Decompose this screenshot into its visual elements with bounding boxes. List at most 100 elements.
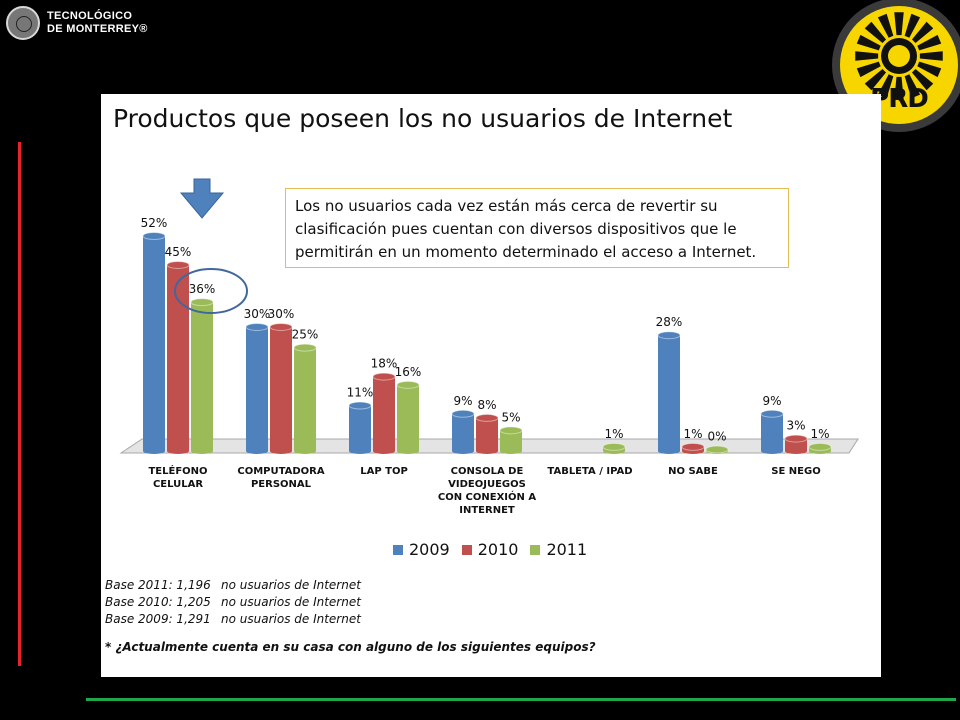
bar-top: [451, 409, 475, 418]
bar-top: [245, 322, 269, 331]
category-label: TELÉFONO CELULAR: [148, 466, 208, 490]
sun-ray: [919, 51, 943, 61]
bar-base: [397, 448, 419, 454]
bar: [761, 413, 783, 451]
institution-name-line1: TECNOLÓGICO: [47, 10, 133, 22]
bar-base: [143, 448, 165, 454]
institution-brand: TECNOLÓGICO DE MONTERREY®: [6, 6, 148, 40]
bar-top: [142, 232, 166, 240]
survey-question: * ¿Actualmente cuenta en su casa con alg…: [105, 640, 596, 654]
sun-ray: [864, 21, 887, 44]
base-row: Base 2010: 1,205 no usuarios de Internet: [105, 594, 361, 611]
bar: [349, 405, 371, 451]
bar-top: [499, 426, 523, 435]
bar-base: [658, 448, 680, 454]
bar-top: [396, 380, 420, 389]
bar-top: [269, 322, 293, 331]
data-label: 8%: [477, 398, 496, 412]
data-label: 45%: [165, 245, 192, 259]
data-label: 0%: [707, 430, 726, 444]
bar-base: [452, 448, 474, 454]
base-label: Base 2011: 1,196: [105, 578, 211, 592]
bar-chart: 52% 30% 11% 9% 28% 9% 45% 30% 18% 8% 1% 3% 36% 25% 16%…: [119, 178, 859, 454]
institution-name: TECNOLÓGICO DE MONTERREY®: [47, 10, 148, 36]
slide-panel: Productos que poseen los no usuarios de …: [101, 94, 881, 677]
bar-base: [191, 448, 213, 454]
highlight-circle: [174, 268, 248, 314]
bar-base: [246, 448, 268, 454]
bar-top: [784, 434, 808, 443]
category-label: LAP TOP: [360, 466, 408, 477]
bar: [143, 236, 165, 451]
data-label: 28%: [656, 315, 683, 329]
data-label: 36%: [189, 282, 216, 296]
sun-ray: [864, 68, 887, 91]
bar-top: [760, 409, 784, 418]
sun-ray: [911, 68, 934, 91]
sun-ray: [894, 76, 904, 100]
institution-seal-icon: [6, 6, 40, 40]
chart-title: Productos que poseen los no usuarios de …: [113, 104, 733, 133]
base-label: Base 2009: 1,291: [105, 612, 211, 626]
data-label: 9%: [762, 394, 781, 408]
bar-top: [372, 372, 396, 381]
bar-base: [294, 448, 316, 454]
base-desc: no usuarios de Internet: [221, 578, 361, 592]
data-label: 16%: [395, 365, 422, 379]
sun-ray: [911, 21, 934, 44]
data-label: 25%: [292, 328, 319, 342]
sun-ray: [855, 51, 879, 61]
bar-top: [348, 401, 372, 410]
accent-red-line: [18, 142, 21, 666]
legend-swatch: [393, 544, 403, 555]
legend-swatch: [530, 544, 541, 555]
institution-name-line2: DE MONTERREY®: [47, 23, 148, 35]
data-label: 30%: [244, 307, 271, 321]
bar-top: [475, 413, 499, 422]
bar-top: [681, 442, 705, 451]
category-label: SE NEGO: [771, 466, 821, 477]
base-row: Base 2009: 1,291 no usuarios de Internet: [105, 611, 361, 628]
bar-base: [349, 448, 371, 454]
bar-base: [373, 448, 395, 454]
data-label: 52%: [141, 216, 168, 230]
sun-ray: [877, 74, 894, 99]
sample-bases: Base 2011: 1,196 no usuarios de Internet …: [105, 577, 361, 628]
chart-legend: 2009 2010 2011: [393, 540, 599, 559]
bar: [373, 376, 395, 451]
category-label: TABLETA / IPAD: [547, 466, 633, 477]
bar: [294, 347, 316, 451]
legend-label: 2009: [409, 540, 450, 559]
sun-ray: [904, 13, 921, 38]
sun-icon: [855, 12, 943, 100]
data-label: 30%: [268, 307, 295, 321]
bar-base: [761, 448, 783, 454]
bar: [167, 264, 189, 451]
base-desc: no usuarios de Internet: [221, 595, 361, 609]
sun-ray: [917, 61, 942, 78]
bar-top: [705, 445, 729, 454]
bar-base: [476, 448, 498, 454]
data-label: 9%: [453, 394, 472, 408]
sun-ray: [894, 12, 904, 36]
data-label: 1%: [810, 427, 829, 441]
base-label: Base 2010: 1,205: [105, 595, 211, 609]
bar-top: [657, 331, 681, 340]
bar-base: [167, 448, 189, 454]
bar: [785, 438, 807, 451]
bar: [452, 413, 474, 451]
data-label: 3%: [786, 419, 805, 433]
down-arrow-icon: [179, 178, 225, 219]
bar-top: [602, 442, 626, 451]
base-desc: no usuarios de Internet: [221, 612, 361, 626]
accent-green-line: [86, 698, 956, 701]
data-label: 11%: [347, 386, 374, 400]
bar-base: [270, 448, 292, 454]
bar: [191, 302, 213, 451]
bar-base: [785, 448, 807, 454]
data-label: 1%: [683, 427, 702, 441]
bar: [658, 335, 680, 451]
bar-top: [808, 442, 832, 451]
category-label: NO SABE: [668, 466, 718, 477]
bar-top: [190, 298, 214, 307]
